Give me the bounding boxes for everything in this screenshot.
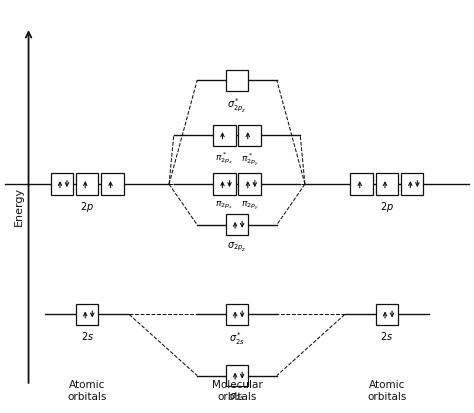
Bar <box>101 173 124 195</box>
Bar <box>226 214 248 235</box>
Text: $\pi^*_{2p_x}$: $\pi^*_{2p_x}$ <box>215 151 233 166</box>
Bar <box>350 173 373 195</box>
Bar <box>226 304 248 325</box>
Text: $\pi^*_{2p_y}$: $\pi^*_{2p_y}$ <box>241 151 259 168</box>
Text: $2p$: $2p$ <box>380 199 394 214</box>
Text: Molecular
orbitals: Molecular orbitals <box>211 380 263 402</box>
Text: $\sigma_{2p_z}$: $\sigma_{2p_z}$ <box>228 240 246 253</box>
Bar <box>238 173 261 195</box>
Bar <box>51 173 73 195</box>
Text: $\sigma^*_{2p_z}$: $\sigma^*_{2p_z}$ <box>228 96 246 114</box>
Bar <box>213 173 236 195</box>
Text: $\sigma_{2s}$: $\sigma_{2s}$ <box>229 391 245 403</box>
Bar <box>401 173 423 195</box>
Bar <box>76 173 98 195</box>
Bar <box>376 304 398 325</box>
Bar <box>226 70 248 91</box>
Text: $\sigma^*_{2s}$: $\sigma^*_{2s}$ <box>229 330 245 347</box>
Text: Energy: Energy <box>14 187 24 226</box>
Bar <box>213 125 236 146</box>
Text: $\pi_{2p_x}$: $\pi_{2p_x}$ <box>215 199 233 211</box>
Bar <box>238 125 261 146</box>
Text: Atomic
orbitals: Atomic orbitals <box>367 380 407 402</box>
Bar <box>376 173 398 195</box>
Text: $2s$: $2s$ <box>380 330 393 342</box>
Bar <box>76 304 98 325</box>
Bar <box>226 365 248 386</box>
Text: $2p$: $2p$ <box>80 199 94 214</box>
Text: Atomic
orbitals: Atomic orbitals <box>67 380 107 402</box>
Text: $2s$: $2s$ <box>81 330 94 342</box>
Text: $\pi_{2p_y}$: $\pi_{2p_y}$ <box>241 199 259 212</box>
